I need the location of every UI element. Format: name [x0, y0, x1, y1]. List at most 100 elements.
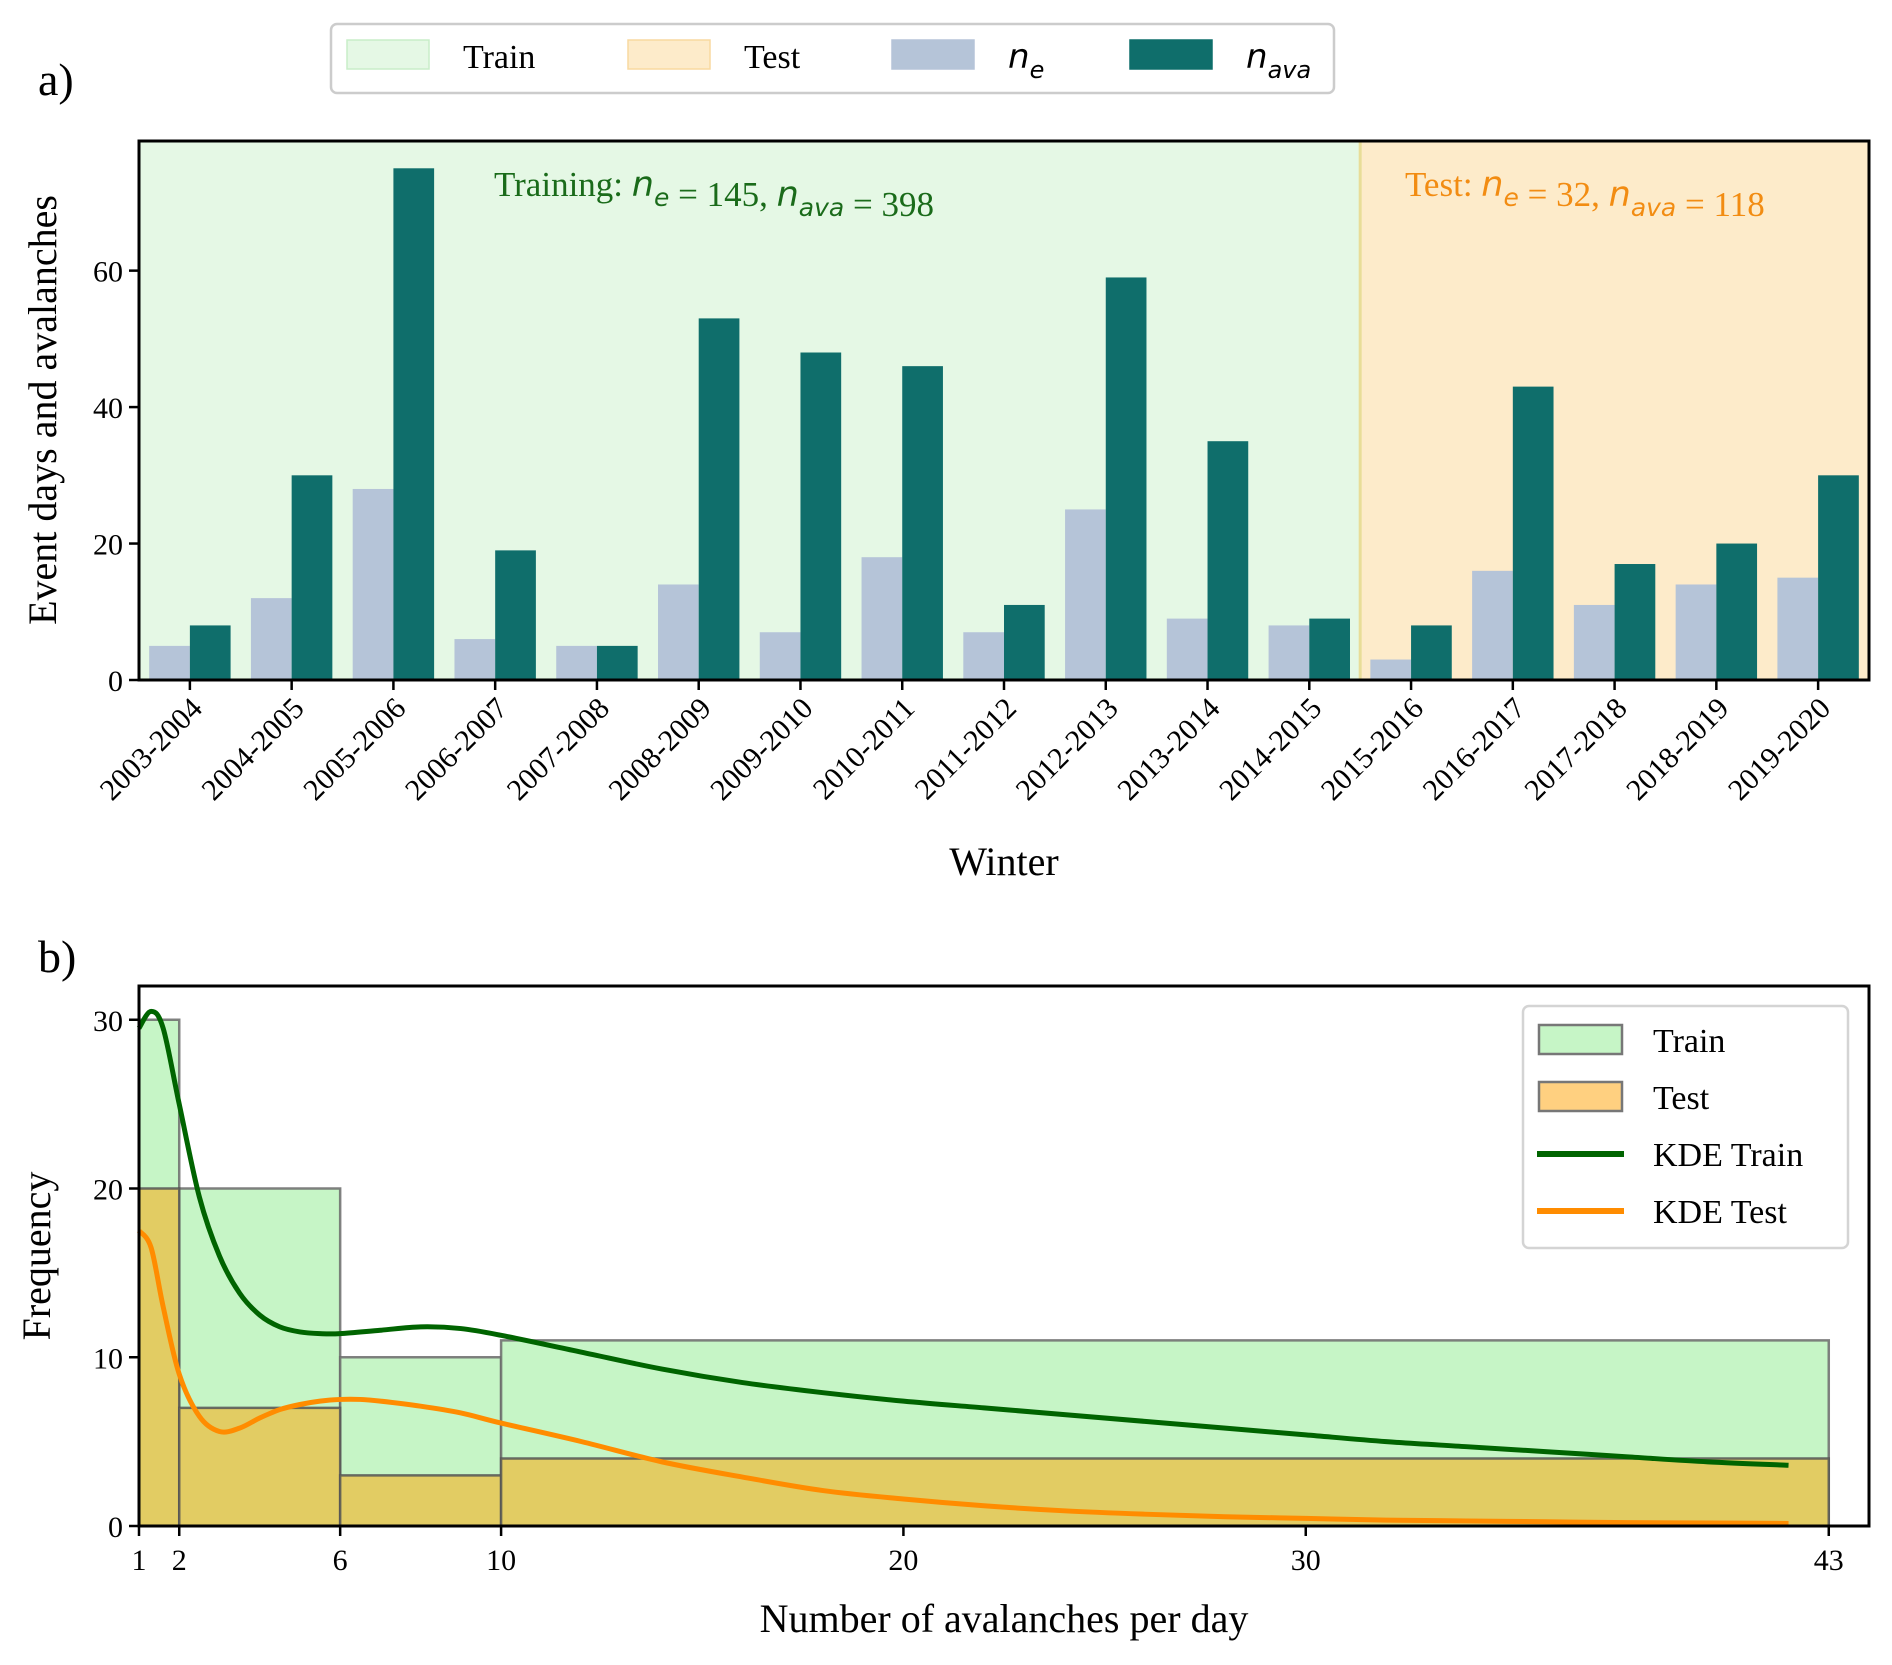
bar-ne-2018-2019: [1675, 584, 1717, 680]
x-tick-label-b: 43: [1814, 1544, 1844, 1577]
legend-a-label-3: nava: [1246, 37, 1311, 84]
x-tick-label-a: 2011-2012: [908, 692, 1022, 806]
annotation-nava-base: n: [1609, 175, 1631, 215]
x-tick-label-a: 2003-2004: [94, 692, 209, 807]
legend-b-patch-0: [1537, 1023, 1624, 1056]
annotation-ne-sub: e: [654, 183, 669, 212]
bar-nava-2004-2005: [291, 475, 333, 680]
legend-a-label-2: ne: [1008, 37, 1044, 84]
legend-a-math-3-sub: ava: [1268, 56, 1312, 84]
bar-nava-2010-2011: [902, 366, 943, 680]
bar-layer: [149, 168, 1859, 680]
bar-ne-2014-2015: [1268, 625, 1310, 680]
x-tick-label-b: 10: [486, 1544, 516, 1577]
bar-nava-2009-2010: [800, 352, 842, 680]
bar-ne-2017-2018: [1573, 604, 1615, 680]
hist-bar-test-1: [177, 1406, 342, 1528]
legend-a-math-2-sub: e: [1030, 56, 1045, 84]
bar-ne-2016-2017: [1472, 570, 1513, 680]
y-tick-label-a: 20: [93, 529, 123, 562]
legend-a: Train Test ne nava: [329, 22, 1336, 95]
legend-a-label-1: Test: [744, 39, 801, 76]
legend-a-patch-3: [1129, 39, 1213, 70]
bar-nava-2003-2004: [189, 625, 231, 680]
legend-b-label-1: Test: [1653, 1080, 1710, 1117]
bar-ne-2007-2008: [556, 645, 597, 680]
x-tick-label-a: 2006-2007: [399, 692, 514, 807]
x-tick-label-a: 2019-2020: [1722, 692, 1837, 807]
bar-nava-2018-2019: [1716, 543, 1758, 680]
x-tick-label-a: 2016-2017: [1417, 692, 1532, 807]
annotation-ne-base: n: [632, 165, 654, 205]
x-tick-label-b: 20: [888, 1544, 918, 1577]
annotation-prefix: Test:: [1405, 165, 1481, 204]
bar-nava-2014-2015: [1309, 618, 1350, 680]
legend-a-box: [329, 22, 1336, 95]
legend-a-math-2-base: n: [1008, 37, 1030, 77]
x-tick-label-b: 30: [1291, 1544, 1321, 1577]
bar-nava-2005-2006: [393, 168, 435, 680]
annotation-prefix: Training:: [494, 165, 632, 204]
bar-nava-2012-2013: [1105, 277, 1147, 680]
y-tick-label-a: 60: [93, 256, 123, 289]
y-ticks-a: 0 20 40 60: [93, 256, 139, 698]
x-axis-label-a: Winter: [949, 839, 1058, 884]
annotation-nava-value: = 398: [844, 185, 934, 224]
legend-b-label-3: KDE Test: [1653, 1194, 1787, 1231]
y-tick-label-b: 10: [93, 1342, 123, 1375]
bar-ne-2010-2011: [861, 557, 903, 680]
y-tick-label-a: 0: [108, 665, 123, 698]
legend-b: Train Test KDE Train KDE Test: [1521, 1004, 1850, 1250]
x-tick-label-a: 2018-2019: [1620, 692, 1735, 807]
bar-ne-2013-2014: [1166, 618, 1208, 680]
legend-b-label-0: Train: [1653, 1023, 1725, 1060]
bar-ne-2009-2010: [759, 632, 801, 680]
x-tick-label-a: 2007-2008: [501, 692, 616, 807]
legend-a-label-0: Train: [463, 39, 535, 76]
bar-nava-2007-2008: [596, 645, 638, 680]
legend-a-patch-0: [346, 39, 430, 70]
x-tick-label-a: 2004-2005: [195, 692, 310, 807]
bar-ne-2012-2013: [1065, 509, 1106, 680]
x-axis-label-b: Number of avalanches per day: [760, 1596, 1249, 1641]
test-annotation: Test: ne = 32, nava = 118: [1405, 165, 1765, 224]
y-axis-label-b: Frequency: [14, 1172, 59, 1341]
x-tick-label-a: 2010-2011: [807, 692, 921, 806]
legend-a-patch-2: [891, 39, 975, 70]
bar-ne-2003-2004: [149, 645, 190, 680]
annotation-ne-base: n: [1481, 165, 1503, 205]
bar-ne-2011-2012: [963, 632, 1004, 680]
annotation-ne-sub: e: [1503, 183, 1518, 212]
x-ticks-b: 1 2 6 10 20 30 43: [132, 1526, 1844, 1577]
x-tick-label-b: 1: [132, 1544, 147, 1577]
x-tick-label-a: 2009-2010: [704, 692, 819, 807]
annotation-ne-value: = 32,: [1519, 175, 1609, 214]
y-tick-label-b: 0: [108, 1511, 123, 1544]
x-tick-label-a: 2017-2018: [1518, 692, 1633, 807]
panel-a-chart: 0 20 40 60 2003-20042004-20052005-20062006-…: [20, 22, 1871, 884]
y-tick-label-b: 20: [93, 1174, 123, 1207]
axes-b: [137, 984, 1871, 1528]
bar-nava-2019-2020: [1818, 475, 1859, 680]
bar-nava-2016-2017: [1512, 386, 1554, 680]
y-axis-label-a: Event days and avalanches: [20, 195, 65, 625]
bar-nava-2013-2014: [1207, 441, 1249, 680]
legend-b-label-2: KDE Train: [1653, 1137, 1803, 1174]
legend-b-patch-1: [1537, 1080, 1624, 1113]
x-tick-label-a: 2013-2014: [1111, 692, 1226, 807]
train-region: [139, 141, 1361, 680]
bar-nava-2015-2016: [1411, 625, 1452, 680]
y-ticks-b: 0 10 20 30: [93, 1005, 139, 1544]
x-tick-label-a: 2014-2015: [1213, 692, 1328, 807]
x-tick-label-a: 2008-2009: [602, 692, 717, 807]
histogram-layer: [137, 1018, 1831, 1528]
panel-a-label: a): [38, 54, 74, 105]
bar-nava-2008-2009: [698, 318, 740, 680]
x-ticks-a: 2003-20042004-20052005-20062006-20072007…: [94, 680, 1837, 807]
x-tick-label-b: 2: [172, 1544, 187, 1577]
panel-b-label: b): [38, 931, 76, 982]
hist-bar-test-2: [338, 1474, 503, 1528]
y-tick-label-a: 40: [93, 392, 123, 425]
x-tick-label-a: 2012-2013: [1009, 692, 1124, 807]
annotation-nava-value: = 118: [1676, 185, 1764, 224]
